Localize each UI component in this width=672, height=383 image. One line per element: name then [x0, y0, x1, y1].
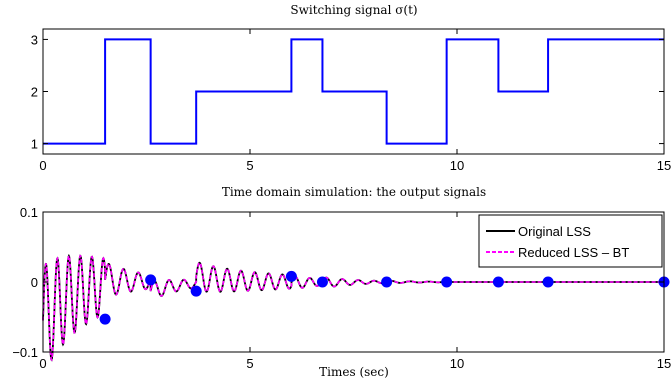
switch-marker-2 — [190, 285, 202, 297]
bottom-x-tick-label-3: 15 — [657, 356, 671, 371]
bottom-y-tick-label-0: −0.1 — [12, 345, 38, 360]
reduced-lss-line — [42, 254, 664, 362]
switch-marker-3 — [285, 270, 297, 282]
legend-label-original: Original LSS — [518, 224, 591, 239]
top-y-tick-label-1: 2 — [31, 85, 38, 100]
top-x-tick-label-1: 5 — [246, 158, 253, 173]
top-x-tick-label-3: 15 — [657, 158, 671, 173]
legend-box — [478, 214, 663, 268]
legend-label-reduced: Reduced LSS – BT — [518, 245, 629, 260]
top-chart-title: Switching signal σ(t) — [290, 3, 417, 17]
switch-marker-1 — [145, 274, 157, 286]
original-lss-line — [42, 253, 664, 362]
bottom-y-tick-label-1: 0 — [31, 275, 38, 290]
bottom-chart-title: Time domain simulation: the output signa… — [222, 185, 486, 199]
legend: Original LSS Reduced LSS – BT — [478, 214, 663, 268]
bottom-x-tick-label-2: 10 — [450, 356, 464, 371]
top-x-tick-label-2: 10 — [450, 158, 464, 173]
switch-marker-8 — [542, 276, 554, 288]
switch-marker-6 — [441, 276, 453, 288]
switch-marker-5 — [381, 276, 393, 288]
bottom-y-tick-label-2: 0.1 — [20, 205, 38, 220]
bottom-x-axis-label: Times (sec) — [319, 365, 389, 379]
switching-signal-line — [43, 38, 664, 145]
switching-signal-chart: Switching signal σ(t) 0 5 10 15 1 2 3 — [31, 3, 671, 173]
output-signals-chart: Time domain simulation: the output signa… — [12, 185, 671, 379]
bottom-x-tick-label-0: 0 — [39, 356, 46, 371]
bottom-x-tick-label-1: 5 — [246, 356, 253, 371]
switch-marker-4 — [316, 276, 328, 288]
switch-marker-7 — [492, 276, 504, 288]
top-x-tick-label-0: 0 — [39, 158, 46, 173]
top-y-tick-label-0: 1 — [31, 137, 38, 152]
top-y-tick-label-2: 3 — [31, 32, 38, 47]
switch-marker-0 — [99, 313, 111, 325]
